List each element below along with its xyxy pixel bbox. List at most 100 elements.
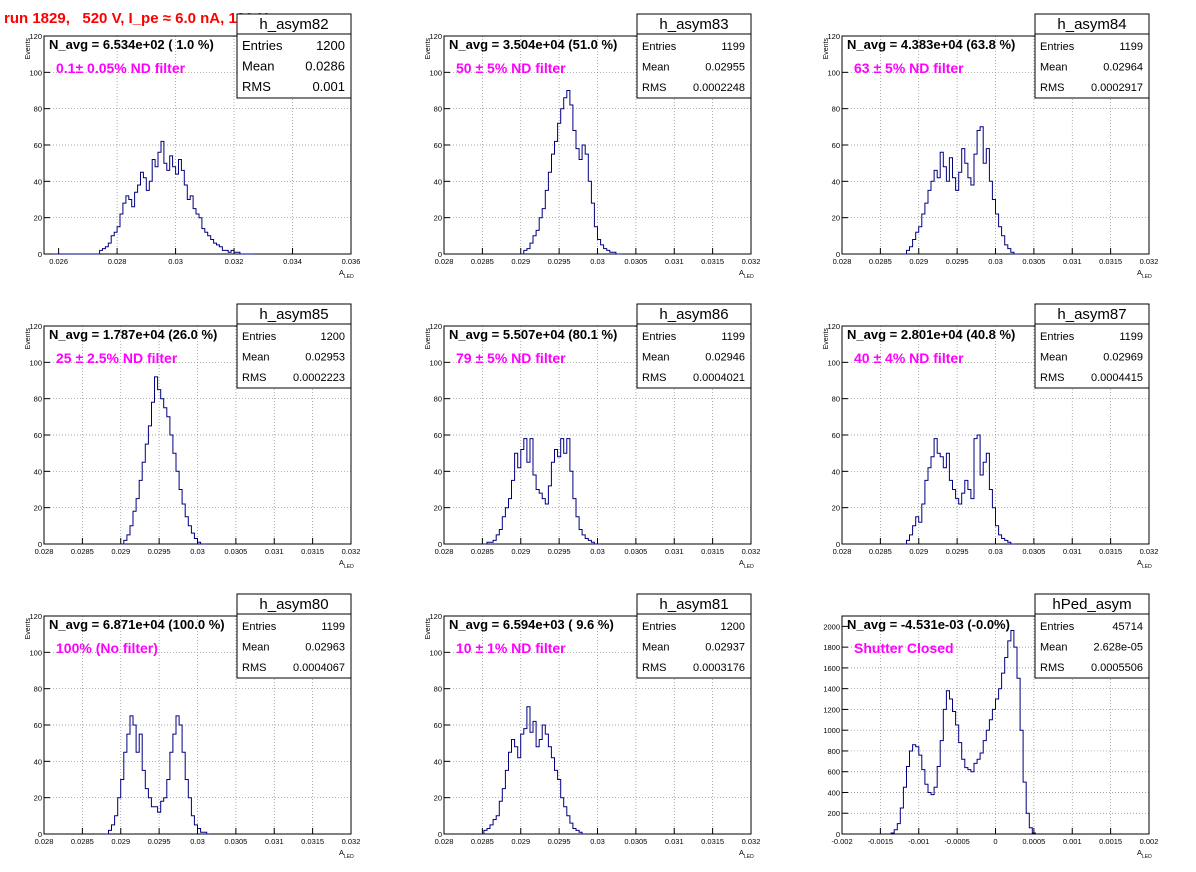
x-tick-label: 0.0305 <box>1022 257 1045 266</box>
x-tick-label: 0.001 <box>1063 837 1082 846</box>
y-tick-label: 20 <box>34 504 42 513</box>
stats-box-frame <box>636 303 752 389</box>
stats-box: h_asym82 Entries 1200 Mean 0.0286 RMS 0.001 <box>236 13 352 99</box>
x-axis-label-subscript: LED <box>344 854 354 860</box>
x-tick-label: 0.031 <box>1063 257 1082 266</box>
y-tick-label: 40 <box>434 177 442 186</box>
x-tick-label: 0.0015 <box>1099 837 1122 846</box>
stats-value: 0.0002248 <box>693 82 745 94</box>
y-tick-label: 80 <box>832 105 840 114</box>
y-tick-label: 100 <box>29 358 42 367</box>
x-tick-label: 0.029 <box>909 547 928 556</box>
stats-value: 1200 <box>316 38 345 53</box>
x-tick-label: 0.032 <box>1140 547 1159 556</box>
filter-label: 0.1± 0.05% ND filter <box>56 60 186 76</box>
x-tick-label: 0.0305 <box>624 257 647 266</box>
x-tick-label: -0.002 <box>831 837 852 846</box>
stats-key: RMS <box>242 372 266 384</box>
y-tick-label: 0 <box>836 250 840 259</box>
y-tick-label: 0 <box>836 830 840 839</box>
y-tick-label: 120 <box>29 32 42 41</box>
x-tick-label: 0.034 <box>283 257 302 266</box>
stats-key: Entries <box>642 331 677 343</box>
x-tick-label: 0.031 <box>265 547 284 556</box>
stats-value: 1199 <box>721 331 745 343</box>
x-tick-label: 0.0005 <box>1022 837 1045 846</box>
y-tick-label: 40 <box>34 757 42 766</box>
stats-box-title: hPed_asym <box>1052 596 1131 613</box>
stats-box-frame <box>1034 303 1150 389</box>
x-tick-label: 0.032 <box>742 547 761 556</box>
stats-value: 1199 <box>721 41 745 53</box>
stats-box: h_asym87 Entries 1199 Mean 0.02969 RMS 0.00044… <box>1034 303 1150 389</box>
y-tick-label: 100 <box>429 68 442 77</box>
x-tick-label: 0.0285 <box>869 257 892 266</box>
y-tick-label: 40 <box>34 177 42 186</box>
y-tick-label: 0 <box>38 250 42 259</box>
stats-value: 0.0005506 <box>1091 662 1143 674</box>
stats-box: h_asym86 Entries 1199 Mean 0.02946 RMS 0.00040… <box>636 303 752 389</box>
x-tick-label: 0.0285 <box>71 837 94 846</box>
navg-label: N_avg = -4.531e-03 (-0.0%) <box>847 617 1010 632</box>
y-tick-label: 120 <box>29 612 42 621</box>
y-tick-label: 80 <box>434 105 442 114</box>
x-tick-label: 0.032 <box>1140 257 1159 266</box>
y-tick-label: 60 <box>34 431 42 440</box>
stats-value: 1199 <box>321 621 345 633</box>
stats-box-title: h_asym85 <box>259 306 328 323</box>
x-tick-label: 0.028 <box>833 257 852 266</box>
y-tick-label: 40 <box>832 177 840 186</box>
x-axis-label: ALED <box>739 268 754 280</box>
histogram-series <box>903 126 1021 255</box>
stats-key: RMS <box>242 662 266 674</box>
stats-key: RMS <box>642 662 666 674</box>
navg-label: N_avg = 1.787e+04 (26.0 %) <box>49 327 217 342</box>
stats-value: 1200 <box>321 331 345 343</box>
stats-value: 1199 <box>1119 41 1143 53</box>
x-tick-label: 0.03 <box>988 547 1003 556</box>
stats-box: h_asym84 Entries 1199 Mean 0.02964 RMS 0.00029… <box>1034 13 1150 99</box>
y-tick-label: 100 <box>29 648 42 657</box>
x-axis-label: ALED <box>1137 558 1152 570</box>
stats-key: Entries <box>642 621 677 633</box>
y-tick-label: 120 <box>429 612 442 621</box>
y-tick-label: 60 <box>434 431 442 440</box>
filter-label: 79 ± 5% ND filter <box>456 350 566 366</box>
x-tick-label: 0.03 <box>590 257 605 266</box>
y-tick-label: 0 <box>438 250 442 259</box>
stats-key: RMS <box>242 79 271 94</box>
y-tick-label: 0 <box>38 540 42 549</box>
x-tick-label: -0.001 <box>908 837 929 846</box>
y-tick-label: 2000 <box>823 622 840 631</box>
stats-box-title: h_asym81 <box>659 596 728 613</box>
stats-box-title: h_asym87 <box>1057 306 1126 323</box>
stats-value: 0.02937 <box>705 642 745 654</box>
x-axis-label-subscript: LED <box>1142 274 1152 280</box>
stats-value: 0.02955 <box>705 62 745 74</box>
x-tick-label: 0.028 <box>435 837 454 846</box>
stats-value: 0.0286 <box>305 59 345 74</box>
y-tick-label: 60 <box>832 141 840 150</box>
x-tick-label: 0.0295 <box>548 547 571 556</box>
x-tick-label: 0.028 <box>35 547 54 556</box>
y-tick-label: 1400 <box>823 685 840 694</box>
navg-label: N_avg = 3.504e+04 (51.0 %) <box>449 37 617 52</box>
x-tick-label: 0.036 <box>342 257 361 266</box>
stats-key: Mean <box>1040 352 1068 364</box>
x-tick-label: 0.032 <box>742 257 761 266</box>
x-tick-label: 0.0315 <box>301 547 324 556</box>
stats-key: RMS <box>1040 82 1064 94</box>
y-tick-label: 1000 <box>823 726 840 735</box>
y-tick-label: 120 <box>429 32 442 41</box>
y-tick-label: 1800 <box>823 643 840 652</box>
x-tick-label: 0.0305 <box>224 547 247 556</box>
x-tick-label: 0.03 <box>190 547 205 556</box>
x-tick-label: 0.031 <box>665 257 684 266</box>
stats-box: h_asym80 Entries 1199 Mean 0.02963 RMS 0.00040… <box>236 593 352 679</box>
x-axis-label-subscript: LED <box>744 274 754 280</box>
navg-label: N_avg = 6.594e+03 ( 9.6 %) <box>449 617 614 632</box>
x-axis-label: ALED <box>1137 268 1152 280</box>
histogram-panel-h_asym83: 0.028 0.0285 0.029 0.0295 0.03 0.0305 0.031 0.0… <box>425 13 761 280</box>
x-tick-label: 0.031 <box>1063 547 1082 556</box>
